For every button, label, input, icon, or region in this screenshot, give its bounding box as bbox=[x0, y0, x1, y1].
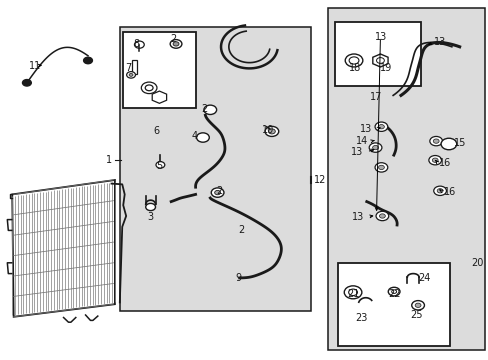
Circle shape bbox=[211, 188, 224, 197]
Circle shape bbox=[214, 190, 220, 195]
Circle shape bbox=[170, 40, 182, 48]
Text: 19: 19 bbox=[379, 63, 392, 73]
Circle shape bbox=[145, 85, 153, 91]
Circle shape bbox=[432, 139, 438, 143]
Circle shape bbox=[83, 57, 92, 64]
Text: 1: 1 bbox=[106, 155, 112, 165]
Circle shape bbox=[348, 57, 358, 64]
Circle shape bbox=[378, 165, 384, 170]
Circle shape bbox=[436, 189, 442, 193]
Text: 8: 8 bbox=[133, 39, 139, 49]
Circle shape bbox=[379, 214, 385, 218]
Text: 2: 2 bbox=[170, 34, 176, 44]
Circle shape bbox=[134, 41, 144, 48]
Circle shape bbox=[173, 42, 179, 46]
Text: 11: 11 bbox=[29, 61, 41, 71]
Bar bbox=[120, 27, 310, 311]
Circle shape bbox=[391, 290, 396, 293]
Bar bbox=[327, 8, 484, 350]
Text: 24: 24 bbox=[417, 273, 429, 283]
Text: 3: 3 bbox=[147, 212, 153, 222]
Text: 2: 2 bbox=[238, 225, 244, 235]
Text: 2: 2 bbox=[216, 186, 222, 196]
Text: 13: 13 bbox=[350, 147, 363, 157]
Circle shape bbox=[203, 105, 216, 114]
Text: 22: 22 bbox=[387, 289, 400, 300]
Circle shape bbox=[374, 163, 387, 172]
Text: 16: 16 bbox=[443, 186, 455, 197]
Circle shape bbox=[348, 289, 357, 296]
Circle shape bbox=[22, 80, 31, 86]
Text: 4: 4 bbox=[191, 131, 197, 141]
Text: 21: 21 bbox=[346, 289, 359, 300]
Text: 9: 9 bbox=[235, 273, 241, 283]
Circle shape bbox=[374, 122, 387, 131]
Text: 2: 2 bbox=[201, 104, 207, 114]
Text: 14: 14 bbox=[355, 136, 367, 146]
Text: 13: 13 bbox=[433, 37, 446, 48]
Text: 6: 6 bbox=[153, 126, 159, 136]
Text: 7: 7 bbox=[125, 63, 131, 73]
Circle shape bbox=[433, 186, 446, 195]
Circle shape bbox=[431, 158, 437, 162]
Polygon shape bbox=[12, 180, 115, 317]
Circle shape bbox=[429, 136, 442, 146]
Text: 20: 20 bbox=[470, 258, 482, 268]
Text: 18: 18 bbox=[348, 63, 361, 73]
Circle shape bbox=[145, 203, 155, 211]
Circle shape bbox=[378, 125, 384, 129]
Text: 13: 13 bbox=[351, 212, 364, 222]
Text: 13: 13 bbox=[374, 32, 386, 42]
Circle shape bbox=[196, 133, 209, 142]
Circle shape bbox=[428, 156, 441, 165]
Circle shape bbox=[344, 286, 361, 299]
Circle shape bbox=[368, 143, 381, 152]
Circle shape bbox=[264, 126, 278, 136]
Circle shape bbox=[129, 73, 133, 76]
Circle shape bbox=[376, 58, 384, 63]
Text: 10: 10 bbox=[261, 125, 274, 135]
Circle shape bbox=[411, 301, 424, 310]
Text: 15: 15 bbox=[453, 138, 465, 148]
Text: 12: 12 bbox=[313, 175, 325, 185]
Circle shape bbox=[141, 82, 157, 94]
Text: 23: 23 bbox=[355, 312, 367, 323]
Bar bbox=[334, 22, 420, 86]
Circle shape bbox=[156, 162, 164, 168]
Bar bbox=[132, 60, 137, 74]
Bar bbox=[338, 263, 449, 346]
Text: 13: 13 bbox=[360, 124, 372, 134]
Circle shape bbox=[387, 287, 399, 296]
Text: 5: 5 bbox=[156, 161, 162, 171]
Circle shape bbox=[268, 129, 275, 134]
Circle shape bbox=[414, 303, 420, 307]
Circle shape bbox=[345, 54, 362, 67]
Circle shape bbox=[372, 145, 378, 150]
Circle shape bbox=[126, 72, 135, 78]
Text: 17: 17 bbox=[369, 92, 382, 102]
Circle shape bbox=[440, 138, 456, 150]
Text: 25: 25 bbox=[409, 310, 422, 320]
Text: 16: 16 bbox=[438, 158, 450, 168]
Circle shape bbox=[375, 211, 388, 221]
Bar bbox=[123, 32, 195, 108]
